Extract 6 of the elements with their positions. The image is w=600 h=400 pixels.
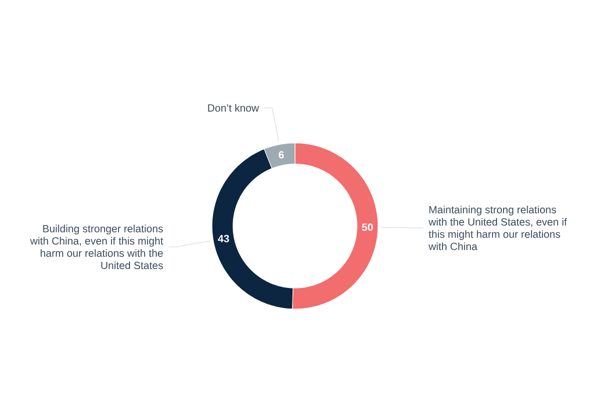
slice-label: Building stronger relations with China, even if this might harm our relations with the United States bbox=[30, 224, 164, 270]
data-label: 43 bbox=[218, 234, 230, 242]
slice-label: Maintaining strong relations with the United States, even if this might harm our relations with China bbox=[428, 206, 567, 250]
slice-label: Don’t know bbox=[208, 104, 260, 112]
data-label: 50 bbox=[362, 223, 373, 231]
data-label: 6 bbox=[278, 151, 284, 159]
